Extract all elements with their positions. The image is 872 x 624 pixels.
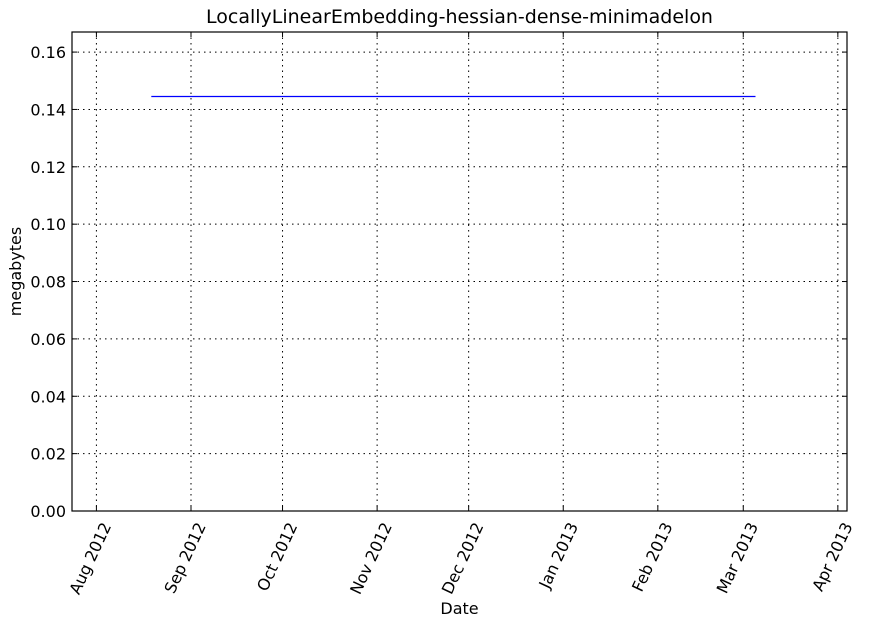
- y-tick-labels: 0.00 0.02 0.04 0.06 0.08 0.10 0.12 0.14 0.16: [30, 43, 66, 521]
- x-tick-label: Mar 2013: [713, 519, 762, 596]
- y-tick-label: 0.00: [30, 502, 66, 521]
- y-axis-label: megabytes: [6, 227, 25, 316]
- y-tick-label: 0.10: [30, 215, 66, 234]
- y-tick-label: 0.04: [30, 387, 66, 406]
- x-tick-label: Jan 2013: [535, 519, 582, 592]
- grid: [72, 32, 847, 512]
- x-tick-label: Sep 2012: [160, 519, 209, 596]
- y-tick-label: 0.14: [30, 100, 66, 119]
- y-tick-label: 0.06: [30, 330, 66, 349]
- x-tick-label: Dec 2012: [438, 519, 488, 597]
- x-tick-label: Aug 2012: [65, 519, 115, 597]
- x-tick-labels: Aug 2012 Sep 2012 Oct 2012 Nov 2012 Dec 2012…: [65, 519, 856, 597]
- chart-title: LocallyLinearEmbedding-hessian-dense-min…: [206, 6, 713, 28]
- y-tick-label: 0.12: [30, 158, 66, 177]
- y-tick-label: 0.02: [30, 445, 66, 464]
- plot-frame: [71, 31, 848, 512]
- x-tick-label: Apr 2013: [808, 519, 856, 594]
- ticks: [72, 32, 847, 512]
- y-tick-label: 0.08: [30, 273, 66, 292]
- x-axis-label: Date: [440, 599, 478, 618]
- x-tick-label: Feb 2013: [628, 519, 677, 594]
- y-tick-label: 0.16: [30, 43, 66, 62]
- x-tick-label: Nov 2012: [346, 519, 396, 597]
- x-tick-label: Oct 2012: [253, 519, 301, 594]
